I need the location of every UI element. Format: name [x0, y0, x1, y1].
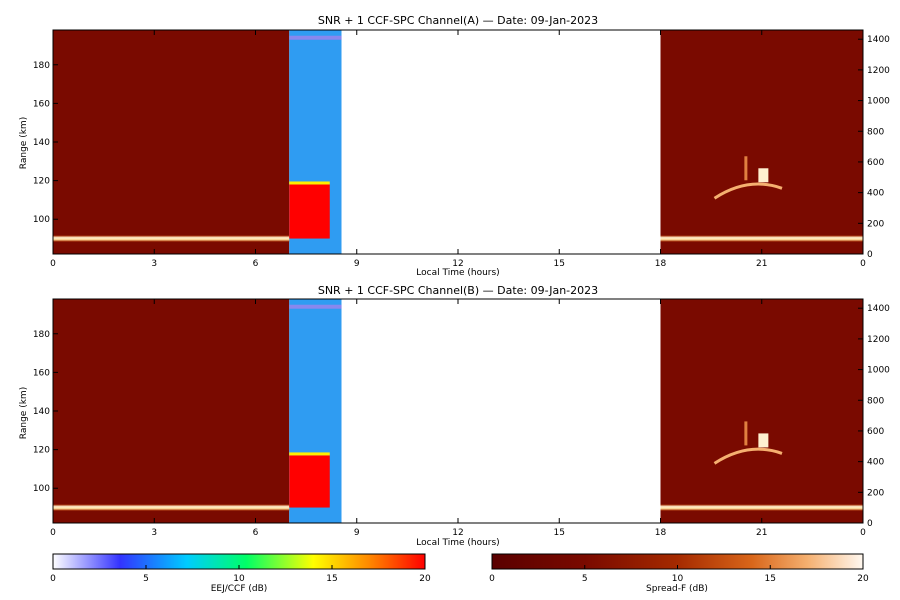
x-tick-label: 12 — [452, 528, 463, 538]
marker-band — [289, 35, 342, 40]
y-right-tick-label: 800 — [867, 127, 884, 137]
x-tick-label: 18 — [655, 528, 667, 538]
echo-layer — [660, 504, 863, 511]
y-axis-label: Range (km) — [19, 117, 29, 169]
axis-ticks: 0 3 6 9 12 15 18 21 0 100 120 140 160 180 0 200 400 600 80… — [33, 30, 890, 269]
echo-layer — [53, 504, 290, 511]
colorbar-ticks: 0 5 10 15 20 — [50, 565, 431, 584]
x-tick-label: 12 — [452, 259, 463, 269]
colorbar-tick-label: 5 — [582, 574, 588, 584]
x-tick-label: 21 — [756, 259, 767, 269]
colorbar-ticks: 0 5 10 15 20 — [489, 565, 869, 584]
x-axis-label: Local Time (hours) — [416, 538, 499, 548]
colorbar-tick-label: 5 — [143, 574, 149, 584]
colorbar-tick-label: 20 — [419, 574, 431, 584]
data-features — [53, 35, 863, 242]
chart-title: SNR + 1 CCF-SPC Channel(B) — Date: 09-Ja… — [318, 284, 598, 297]
panel-channel-b: SNR + 1 CCF-SPC Channel(B) — Date: 09-Ja… — [19, 284, 890, 548]
colorbar-tick-label: 10 — [233, 574, 245, 584]
y-tick-label: 180 — [33, 330, 50, 340]
y-right-tick-label: 1000 — [867, 366, 890, 376]
plume-core — [758, 168, 769, 183]
echo-layer — [53, 235, 290, 242]
y-tick-label: 100 — [33, 484, 50, 494]
segment-spreadf — [660, 30, 863, 254]
colorbar-label: EEJ/CCF (dB) — [211, 584, 268, 594]
y-tick-label: 180 — [33, 61, 50, 71]
x-tick-label: 15 — [554, 259, 565, 269]
y-right-tick-label: 400 — [867, 189, 884, 199]
x-tick-label: 6 — [253, 259, 259, 269]
x-tick-label: 9 — [354, 259, 360, 269]
colorbar-tick-label: 0 — [50, 574, 56, 584]
colorbar-eej: 0 5 10 15 20 EEJ/CCF (dB) — [50, 553, 431, 594]
y-right-tick-label: 200 — [867, 488, 884, 498]
axis-ticks: 0 3 6 9 12 15 18 21 0 100 120 140 160 180 0 200 400 600 80… — [33, 299, 890, 538]
marker-band — [289, 304, 342, 309]
x-tick-label: 0 — [860, 259, 866, 269]
x-tick-label: 15 — [554, 528, 565, 538]
plume-arc — [713, 182, 783, 200]
x-tick-label: 9 — [354, 528, 360, 538]
colorbar-tick-label: 0 — [489, 574, 495, 584]
colorbar-spread-f: 0 5 10 15 20 Spread-F (dB) — [489, 553, 869, 594]
y-right-tick-label: 200 — [867, 219, 884, 229]
colorbar-tick-label: 15 — [326, 574, 337, 584]
y-right-tick-label: 1000 — [867, 97, 890, 107]
plume-column — [744, 156, 748, 181]
y-right-tick-label: 1400 — [867, 35, 890, 45]
y-tick-label: 140 — [33, 407, 50, 417]
x-tick-label: 3 — [151, 259, 157, 269]
y-tick-label: 160 — [33, 368, 50, 378]
data-features — [53, 304, 863, 511]
echo-edge — [289, 452, 330, 456]
segment-spreadf — [660, 299, 863, 523]
x-tick-label: 0 — [50, 528, 56, 538]
x-tick-label: 0 — [50, 259, 56, 269]
y-right-tick-label: 800 — [867, 396, 884, 406]
x-tick-label: 0 — [860, 528, 866, 538]
y-right-tick-label: 600 — [867, 158, 884, 168]
x-tick-label: 21 — [756, 528, 767, 538]
y-axis-label: Range (km) — [19, 387, 29, 439]
y-right-tick-label: 1200 — [867, 66, 890, 76]
x-tick-label: 3 — [151, 528, 157, 538]
plume-arc — [713, 447, 783, 465]
panel-channel-a: SNR + 1 CCF-SPC Channel(A) — Date: 09-Ja… — [19, 14, 890, 278]
segment-spreadf — [53, 299, 290, 523]
colorbar-tick-label: 15 — [765, 574, 776, 584]
segment-none — [341, 30, 661, 254]
x-axis-label: Local Time (hours) — [416, 268, 499, 278]
y-right-tick-label: 400 — [867, 458, 884, 468]
y-right-tick-label: 0 — [867, 250, 873, 260]
x-tick-label: 6 — [253, 528, 259, 538]
plot-area — [53, 299, 863, 523]
plume-column — [744, 421, 748, 446]
chart-title: SNR + 1 CCF-SPC Channel(A) — Date: 09-Ja… — [318, 14, 598, 27]
echo-layer — [660, 235, 863, 242]
y-right-tick-label: 1200 — [867, 335, 890, 345]
y-right-tick-label: 600 — [867, 427, 884, 437]
y-tick-label: 120 — [33, 177, 50, 187]
y-tick-label: 160 — [33, 99, 50, 109]
colorbar-label: Spread-F (dB) — [646, 584, 708, 594]
segment-none — [341, 299, 661, 523]
plot-area — [53, 30, 863, 254]
y-tick-label: 120 — [33, 446, 50, 456]
saturated-echo — [289, 455, 330, 508]
x-tick-label: 18 — [655, 259, 667, 269]
y-tick-label: 100 — [33, 215, 50, 225]
y-tick-label: 140 — [33, 138, 50, 148]
saturated-echo — [289, 184, 330, 239]
echo-edge — [289, 181, 330, 185]
y-right-tick-label: 1400 — [867, 304, 890, 314]
plume-core — [758, 433, 769, 448]
colorbar-tick-label: 20 — [857, 574, 869, 584]
y-right-tick-label: 0 — [867, 519, 873, 529]
colorbar-tick-label: 10 — [672, 574, 684, 584]
segment-spreadf — [53, 30, 290, 254]
